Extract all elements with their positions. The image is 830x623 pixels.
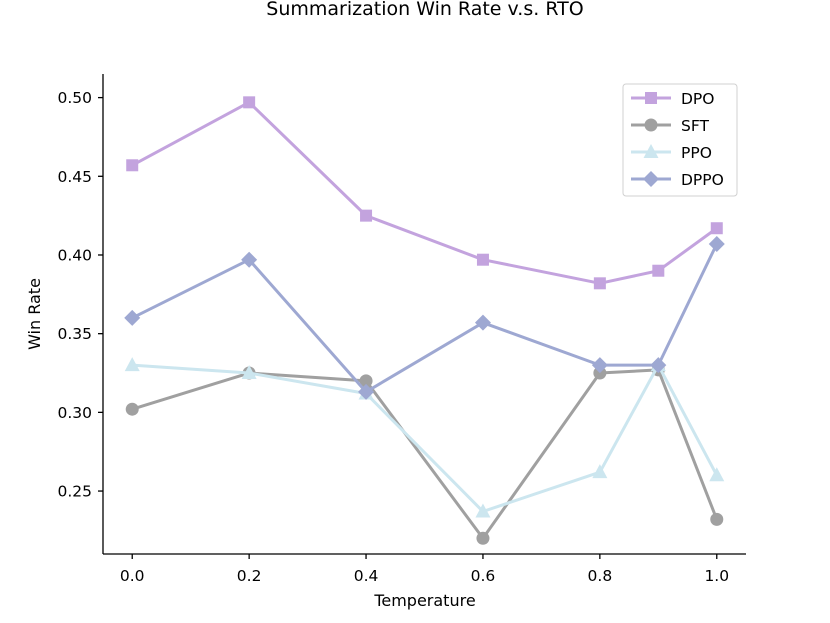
legend-item-sft: SFT [631,117,709,135]
x-tick-label: 0.8 [588,567,613,585]
data-point-ppo [241,365,257,380]
legend-item-dppo: DPPO [631,171,724,189]
data-point-dppo [650,357,667,374]
series-dpo [126,96,723,290]
data-point-dppo [591,357,608,374]
legend-label-dppo: DPPO [681,171,724,189]
legend-marker-ppo [643,144,659,158]
y-tick-label: 0.40 [57,246,92,264]
legend-marker-dppo [643,171,659,187]
x-tick-label: 1.0 [704,567,729,585]
data-point-dpo [243,96,256,109]
x-tick-label: 0.6 [471,567,496,585]
data-point-ppo [709,467,725,482]
data-point-sft [710,512,724,526]
y-tick-label: 0.25 [57,483,92,501]
data-point-dppo [358,383,375,400]
series-layer [124,96,725,545]
legend-box [622,83,738,197]
x-axis-label: Temperature [373,591,475,610]
x-tick-label: 0.0 [120,567,145,585]
data-point-dppo [474,314,491,331]
chart-title: Summarization Win Rate v.s. RTO [266,0,583,20]
data-point-dpo [476,253,489,266]
legend-item-ppo: PPO [631,144,712,162]
data-point-sft [125,402,139,416]
axes: 0.0 0.2 0.4 0.6 0.8 1.0 0.25 0.30 0.35 0.40 0.45 0.… [57,74,746,585]
data-point-dpo [126,159,139,172]
legend-item-dpo: DPO [631,90,714,108]
legend: DPO SFT PPO DPPO [622,83,738,197]
data-point-dppo [241,251,258,268]
data-point-ppo [475,503,491,518]
x-tick-label: 0.4 [354,567,379,585]
series-ppo [124,357,725,518]
data-point-dppo [708,235,725,252]
data-point-dpo [652,264,665,277]
legend-label-dpo: DPO [681,90,714,108]
series-dppo [124,235,725,400]
series-line-ppo [132,363,719,514]
legend-marker-sft [644,118,658,132]
y-tick-label: 0.35 [57,325,92,343]
data-point-sft [359,374,373,388]
y-tick-label: 0.50 [57,89,92,107]
y-tick-label: 0.30 [57,404,92,422]
data-point-dpo [710,222,723,235]
data-point-sft [476,531,490,545]
data-point-ppo [124,357,140,372]
x-tick-label: 0.2 [237,567,262,585]
data-point-ppo [592,464,608,479]
data-point-dpo [360,209,373,222]
legend-label-ppo: PPO [681,144,712,162]
legend-label-sft: SFT [681,117,709,135]
y-axis-label: Win Rate [25,278,44,350]
legend-marker-dpo [645,92,657,104]
y-tick-label: 0.45 [57,168,92,186]
data-point-dppo [124,309,141,326]
data-point-dpo [593,277,606,290]
